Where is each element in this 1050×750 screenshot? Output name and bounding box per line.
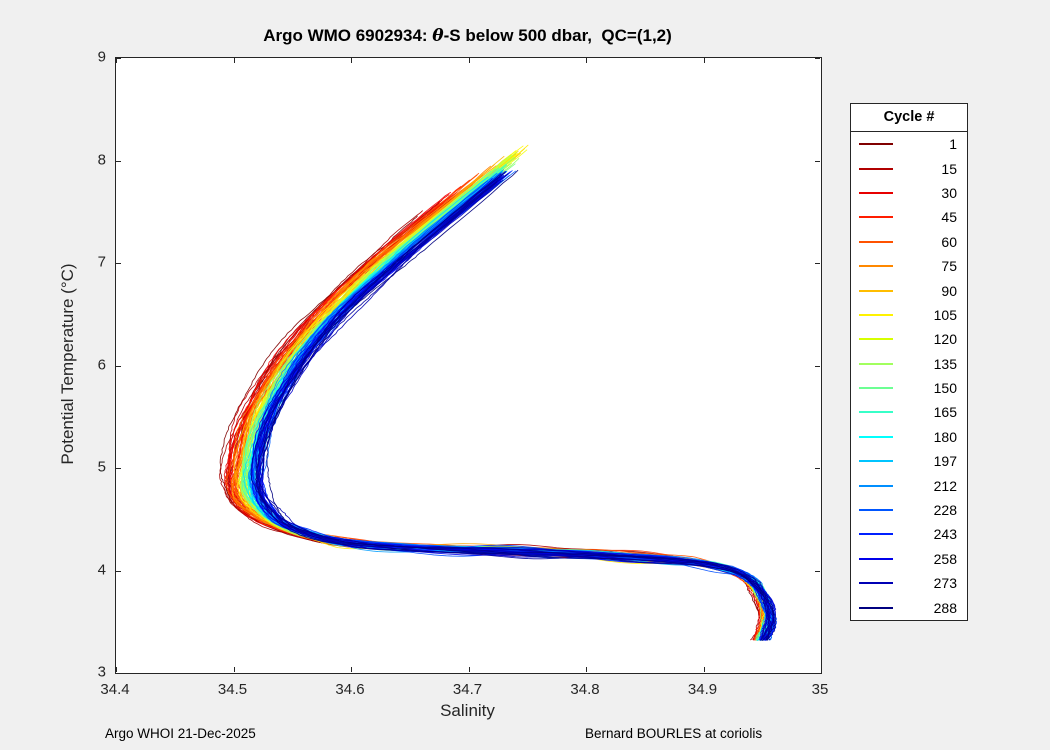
legend-entry: 228 — [851, 498, 967, 522]
tick-mark — [116, 673, 121, 674]
legend-entry: 45 — [851, 205, 967, 229]
legend-entry-label: 228 — [933, 502, 957, 519]
legend-entry: 105 — [851, 303, 967, 327]
legend-line-sample — [859, 216, 893, 219]
legend-entry-label: 180 — [933, 428, 957, 445]
y-tick-label: 5 — [97, 458, 106, 476]
legend-entry: 30 — [851, 181, 967, 205]
legend-entry-label: 120 — [933, 331, 957, 348]
legend-entry: 75 — [851, 254, 967, 278]
legend-line-sample — [859, 557, 893, 560]
legend-entry: 135 — [851, 352, 967, 376]
legend-entry-label: 45 — [941, 209, 957, 226]
legend-entry: 15 — [851, 156, 967, 180]
legend-line-sample — [859, 240, 893, 243]
legend-line-sample — [859, 509, 893, 512]
legend-entry: 273 — [851, 571, 967, 595]
legend-entry-label: 60 — [941, 233, 957, 250]
legend-entry-label: 243 — [933, 526, 957, 543]
legend-entry-label: 30 — [941, 184, 957, 201]
chart-title: Argo WMO 6902934: θ-S below 500 dbar, QC… — [115, 26, 820, 46]
legend-line-sample — [859, 338, 893, 341]
legend-line-sample — [859, 313, 893, 316]
legend-entry-label: 165 — [933, 404, 957, 421]
legend-line-sample — [859, 167, 893, 170]
legend-line-sample — [859, 411, 893, 414]
legend-entry-label: 15 — [941, 160, 957, 177]
legend-line-sample — [859, 191, 893, 194]
y-tick-label: 6 — [97, 356, 106, 373]
tick-mark — [821, 667, 822, 672]
footer-left-text: Argo WHOI 21-Dec-2025 — [105, 726, 256, 741]
x-tick-label: 34.7 — [452, 681, 483, 698]
legend-line-sample — [859, 435, 893, 438]
legend-entry-label: 273 — [933, 575, 957, 592]
legend-entry: 180 — [851, 425, 967, 449]
legend-entry-label: 75 — [941, 258, 957, 275]
legend-entry-label: 105 — [933, 306, 957, 323]
x-tick-label: 34.9 — [687, 681, 718, 698]
legend-line-sample — [859, 362, 893, 365]
x-tick-label: 34.4 — [100, 681, 130, 698]
legend-title: Cycle # — [851, 104, 967, 132]
legend-entry-label: 197 — [933, 453, 957, 470]
y-tick-label: 9 — [97, 48, 106, 66]
legend-line-sample — [859, 533, 893, 536]
legend-line-sample — [859, 143, 893, 146]
x-tick-label: 34.5 — [217, 681, 248, 698]
y-tick-label: 4 — [97, 561, 106, 578]
y-tick-label: 8 — [97, 151, 106, 168]
ts-curves-canvas — [116, 58, 821, 673]
legend: Cycle # 1 15 30 45 60 75 90 105 120 135 150 165 180 1… — [850, 103, 968, 621]
tick-mark — [821, 58, 822, 63]
legend-entry-label: 90 — [941, 282, 957, 299]
legend-entry: 212 — [851, 473, 967, 497]
legend-entry: 258 — [851, 547, 967, 571]
legend-entry: 288 — [851, 595, 967, 619]
legend-entry: 60 — [851, 230, 967, 254]
chart-title-suffix: -S below 500 dbar, QC=(1,2) — [443, 26, 672, 45]
x-tick-label: 34.8 — [570, 681, 600, 698]
x-tick-label: 34.6 — [335, 681, 365, 698]
legend-line-sample — [859, 289, 893, 292]
legend-line-sample — [859, 387, 893, 390]
legend-line-sample — [859, 460, 893, 463]
legend-entries: 1 15 30 45 60 75 90 105 120 135 150 165 180 197 212 228… — [851, 132, 967, 620]
legend-entry-label: 258 — [933, 550, 957, 567]
legend-line-sample — [859, 606, 893, 609]
legend-entry-label: 212 — [933, 477, 957, 494]
legend-entry: 197 — [851, 449, 967, 473]
legend-entry: 1 — [851, 132, 967, 156]
plot-area — [115, 57, 822, 674]
legend-entry: 243 — [851, 522, 967, 546]
legend-entry-label: 1 — [949, 136, 957, 153]
chart-title-theta-symbol: θ — [432, 26, 444, 46]
y-tick-label: 3 — [97, 663, 106, 681]
legend-entry: 120 — [851, 327, 967, 351]
y-tick-label: 7 — [97, 253, 106, 271]
legend-line-sample — [859, 484, 893, 487]
legend-entry-label: 150 — [933, 380, 957, 397]
legend-line-sample — [859, 265, 893, 268]
legend-entry: 165 — [851, 400, 967, 424]
legend-entry: 90 — [851, 278, 967, 302]
y-axis-label: Potential Temperature (°C) — [58, 263, 77, 465]
x-axis-label: Salinity — [440, 701, 495, 720]
legend-line-sample — [859, 582, 893, 585]
legend-entry: 150 — [851, 376, 967, 400]
tick-mark — [815, 673, 820, 674]
chart-title-prefix: Argo WMO 6902934: — [263, 26, 433, 45]
x-tick-label: 35 — [811, 681, 829, 698]
legend-entry-label: 288 — [933, 599, 957, 616]
legend-entry-label: 135 — [933, 355, 957, 372]
footer-right-text: Bernard BOURLES at coriolis — [585, 726, 763, 741]
